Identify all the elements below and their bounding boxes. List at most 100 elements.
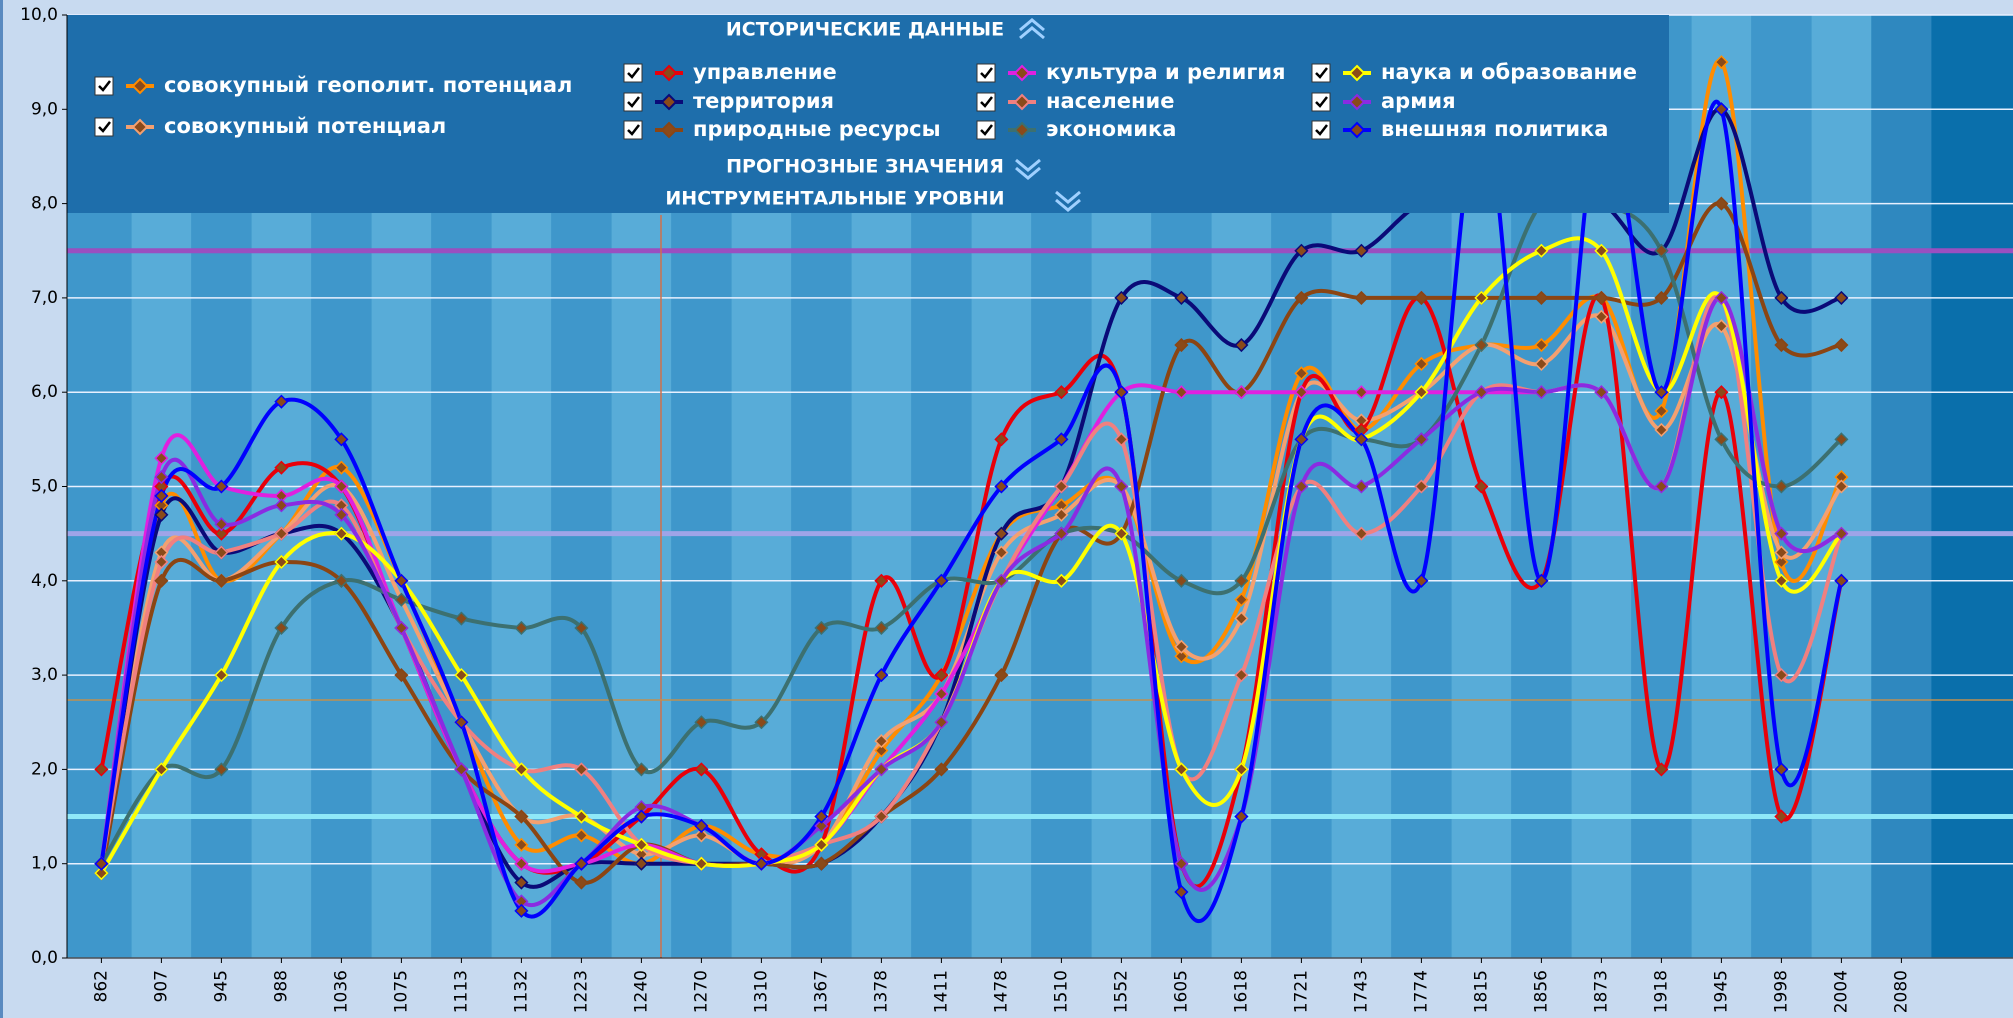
legend-check[interactable] — [627, 67, 640, 79]
y-tick-label: 5,0 — [31, 477, 58, 497]
legend-check[interactable] — [980, 96, 993, 108]
x-tick-label: 1618 — [1231, 970, 1251, 1013]
point-marker — [1534, 337, 1549, 353]
x-tick-label: 1605 — [1171, 970, 1191, 1013]
expand-icon[interactable] — [1055, 190, 1081, 212]
x-tick-label: 1223 — [571, 970, 591, 1013]
legend-label[interactable]: наука и образование — [1381, 60, 1637, 84]
x-tick-label: 1310 — [751, 970, 771, 1013]
legend-label[interactable]: совокупный потенциал — [164, 114, 446, 138]
legend-checkbox[interactable] — [623, 63, 643, 83]
point-marker — [394, 620, 409, 636]
x-tick-label: 1036 — [331, 970, 351, 1013]
point-marker — [1534, 243, 1549, 258]
legend-checkbox[interactable] — [94, 117, 114, 137]
x-tick-label: 945 — [211, 970, 231, 1002]
point-marker — [514, 875, 529, 890]
point-marker — [1114, 526, 1129, 541]
legend-label[interactable]: управление — [693, 60, 837, 84]
legend-label[interactable]: территория — [693, 89, 834, 113]
collapse-icon[interactable] — [1019, 18, 1045, 40]
point-marker — [214, 479, 229, 494]
point-marker — [1534, 290, 1549, 305]
legend-check[interactable] — [980, 124, 993, 136]
point-marker — [154, 470, 169, 485]
point-marker — [1174, 649, 1189, 664]
legend-check[interactable] — [627, 96, 640, 108]
point-marker — [1174, 290, 1189, 305]
legend-check[interactable] — [1315, 124, 1328, 136]
point-marker — [574, 875, 589, 890]
legend-check[interactable] — [627, 124, 640, 136]
x-tick-label: 1411 — [931, 970, 951, 1013]
point-marker — [1354, 385, 1369, 400]
point-marker — [1474, 385, 1489, 400]
point-marker — [874, 762, 889, 777]
legend-check[interactable] — [980, 67, 993, 79]
point-marker — [214, 517, 229, 532]
point-marker — [514, 856, 529, 871]
legend-checkbox[interactable] — [1311, 63, 1331, 83]
legend-checkbox[interactable] — [976, 120, 996, 140]
legend-marker — [660, 93, 678, 111]
point-marker — [694, 856, 709, 871]
legend-check[interactable] — [98, 80, 111, 92]
legend-check[interactable] — [98, 121, 111, 133]
legend-checkbox[interactable] — [976, 92, 996, 112]
legend-marker — [131, 118, 149, 136]
point-marker — [1834, 290, 1849, 305]
point-marker — [334, 507, 349, 522]
point-marker — [934, 668, 949, 683]
legend-label[interactable]: внешняя политика — [1381, 117, 1608, 141]
y-tick-label: 6,0 — [31, 382, 58, 402]
y-tick-label: 8,0 — [31, 194, 58, 214]
x-tick-label: 1552 — [1111, 970, 1131, 1013]
point-marker — [574, 809, 589, 824]
legend-label[interactable]: армия — [1381, 89, 1456, 113]
legend-check[interactable] — [1315, 67, 1328, 79]
legend-label[interactable]: культура и религия — [1046, 60, 1286, 84]
x-tick-label: 2080 — [1891, 970, 1911, 1013]
point-marker — [814, 809, 829, 824]
legend-label[interactable]: совокупный геополит. потенциал — [164, 73, 572, 97]
legend-checkbox[interactable] — [623, 120, 643, 140]
point-marker — [334, 460, 349, 475]
point-marker — [334, 573, 349, 588]
legend-checkbox[interactable] — [1311, 120, 1331, 140]
point-marker — [1714, 55, 1729, 70]
point-marker — [1714, 290, 1729, 305]
legend-checkbox[interactable] — [1311, 92, 1331, 112]
legend-check[interactable] — [1315, 96, 1328, 108]
point-marker — [1654, 243, 1669, 258]
x-tick-label: 988 — [271, 970, 291, 1002]
lines — [94, 55, 1849, 924]
point-marker — [694, 818, 709, 834]
point-marker — [574, 828, 589, 843]
point-marker — [994, 573, 1009, 588]
legend-marker — [1013, 93, 1031, 111]
legend-label[interactable]: экономика — [1046, 117, 1176, 141]
legend-checkbox[interactable] — [94, 76, 114, 96]
legend-checkbox[interactable] — [623, 92, 643, 112]
frame — [0, 0, 3, 1018]
x-tick-label: 1815 — [1471, 970, 1491, 1013]
point-marker — [994, 545, 1009, 560]
point-marker — [1414, 573, 1429, 588]
point-marker — [454, 611, 469, 626]
point-marker — [1714, 196, 1729, 211]
x-tick-label: 907 — [151, 970, 171, 1002]
y-tick-label: 7,0 — [31, 288, 58, 308]
section-title[interactable]: ПРОГНОЗНЫЕ ЗНАЧЕНИЯ — [726, 156, 1004, 178]
point-marker — [994, 526, 1009, 541]
section-title[interactable]: ИНСТРУМЕНТАЛЬНЫЕ УРОВНИ — [665, 188, 1004, 210]
point-marker — [1294, 479, 1309, 494]
legend-label[interactable]: население — [1046, 89, 1174, 113]
point-marker — [814, 837, 829, 852]
expand-icon[interactable] — [1015, 158, 1041, 180]
point-marker — [274, 620, 289, 636]
legend-title[interactable]: ИСТОРИЧЕСКИЕ ДАННЫЕ — [726, 19, 1004, 41]
point-marker — [1774, 337, 1789, 353]
legend-label[interactable]: природные ресурсы — [693, 117, 941, 141]
point-marker — [94, 762, 109, 777]
legend-checkbox[interactable] — [976, 63, 996, 83]
